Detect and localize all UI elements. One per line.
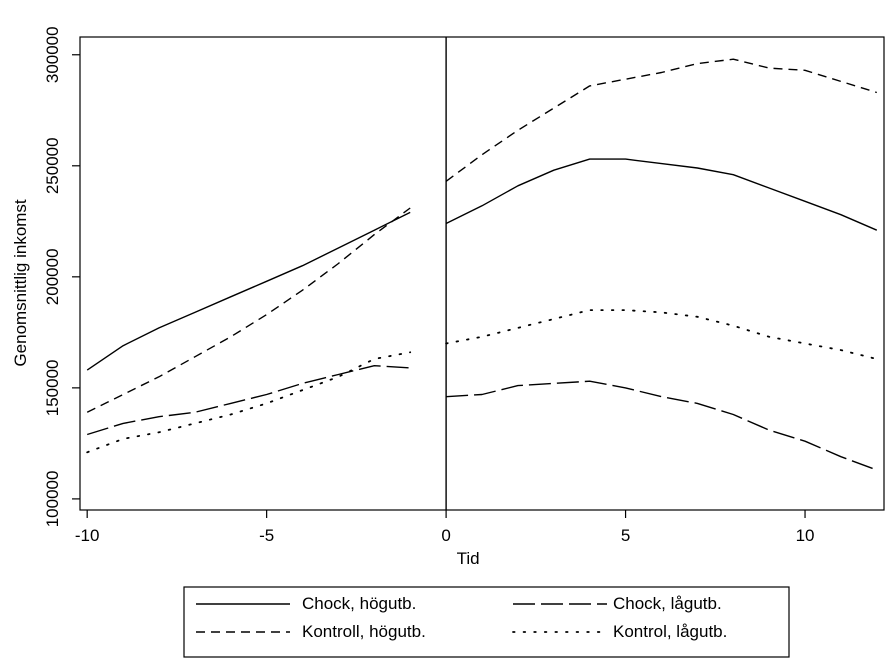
- legend: Chock, högutb. Chock, lågutb. Kontroll, hö…: [183, 586, 790, 658]
- x-axis-title: Tid: [457, 549, 480, 568]
- series-2: [86, 365, 878, 471]
- series-line-segment: [445, 158, 878, 231]
- legend-label: Chock, högutb.: [302, 594, 416, 613]
- series-line-segment: [86, 207, 411, 413]
- y-tick-label: 150000: [43, 359, 62, 416]
- axis-layer: -10 -5 0 5 10 100000 150000 200000 250000 300000: [43, 26, 814, 545]
- y-tick-label: 200000: [43, 248, 62, 305]
- series-line-segment: [86, 211, 411, 371]
- legend-label: Kontrol, lågutb.: [613, 622, 727, 641]
- legend-box: [183, 586, 790, 658]
- legend-label: Chock, lågutb.: [613, 594, 722, 613]
- series-line-segment: [445, 58, 878, 182]
- x-tick-label: 0: [441, 526, 450, 545]
- y-axis-title: Genomsnittlig inkomst: [11, 199, 30, 367]
- x-tick-label: 5: [621, 526, 630, 545]
- series-4: [86, 309, 878, 454]
- x-tick-label: -10: [75, 526, 100, 545]
- plot-area-frame: [79, 36, 885, 511]
- series-1: [86, 158, 878, 371]
- legend-label: Kontroll, högutb.: [302, 622, 426, 641]
- y-tick-label: 100000: [43, 471, 62, 528]
- series-line-segment: [446, 380, 878, 471]
- x-tick-label: -5: [259, 526, 274, 545]
- series-line-segment: [445, 309, 878, 360]
- x-tick-label: 10: [796, 526, 815, 545]
- series-layer: [86, 58, 878, 471]
- series-3: [86, 58, 878, 413]
- y-tick-label: 250000: [43, 137, 62, 194]
- y-tick-label: 300000: [43, 26, 62, 83]
